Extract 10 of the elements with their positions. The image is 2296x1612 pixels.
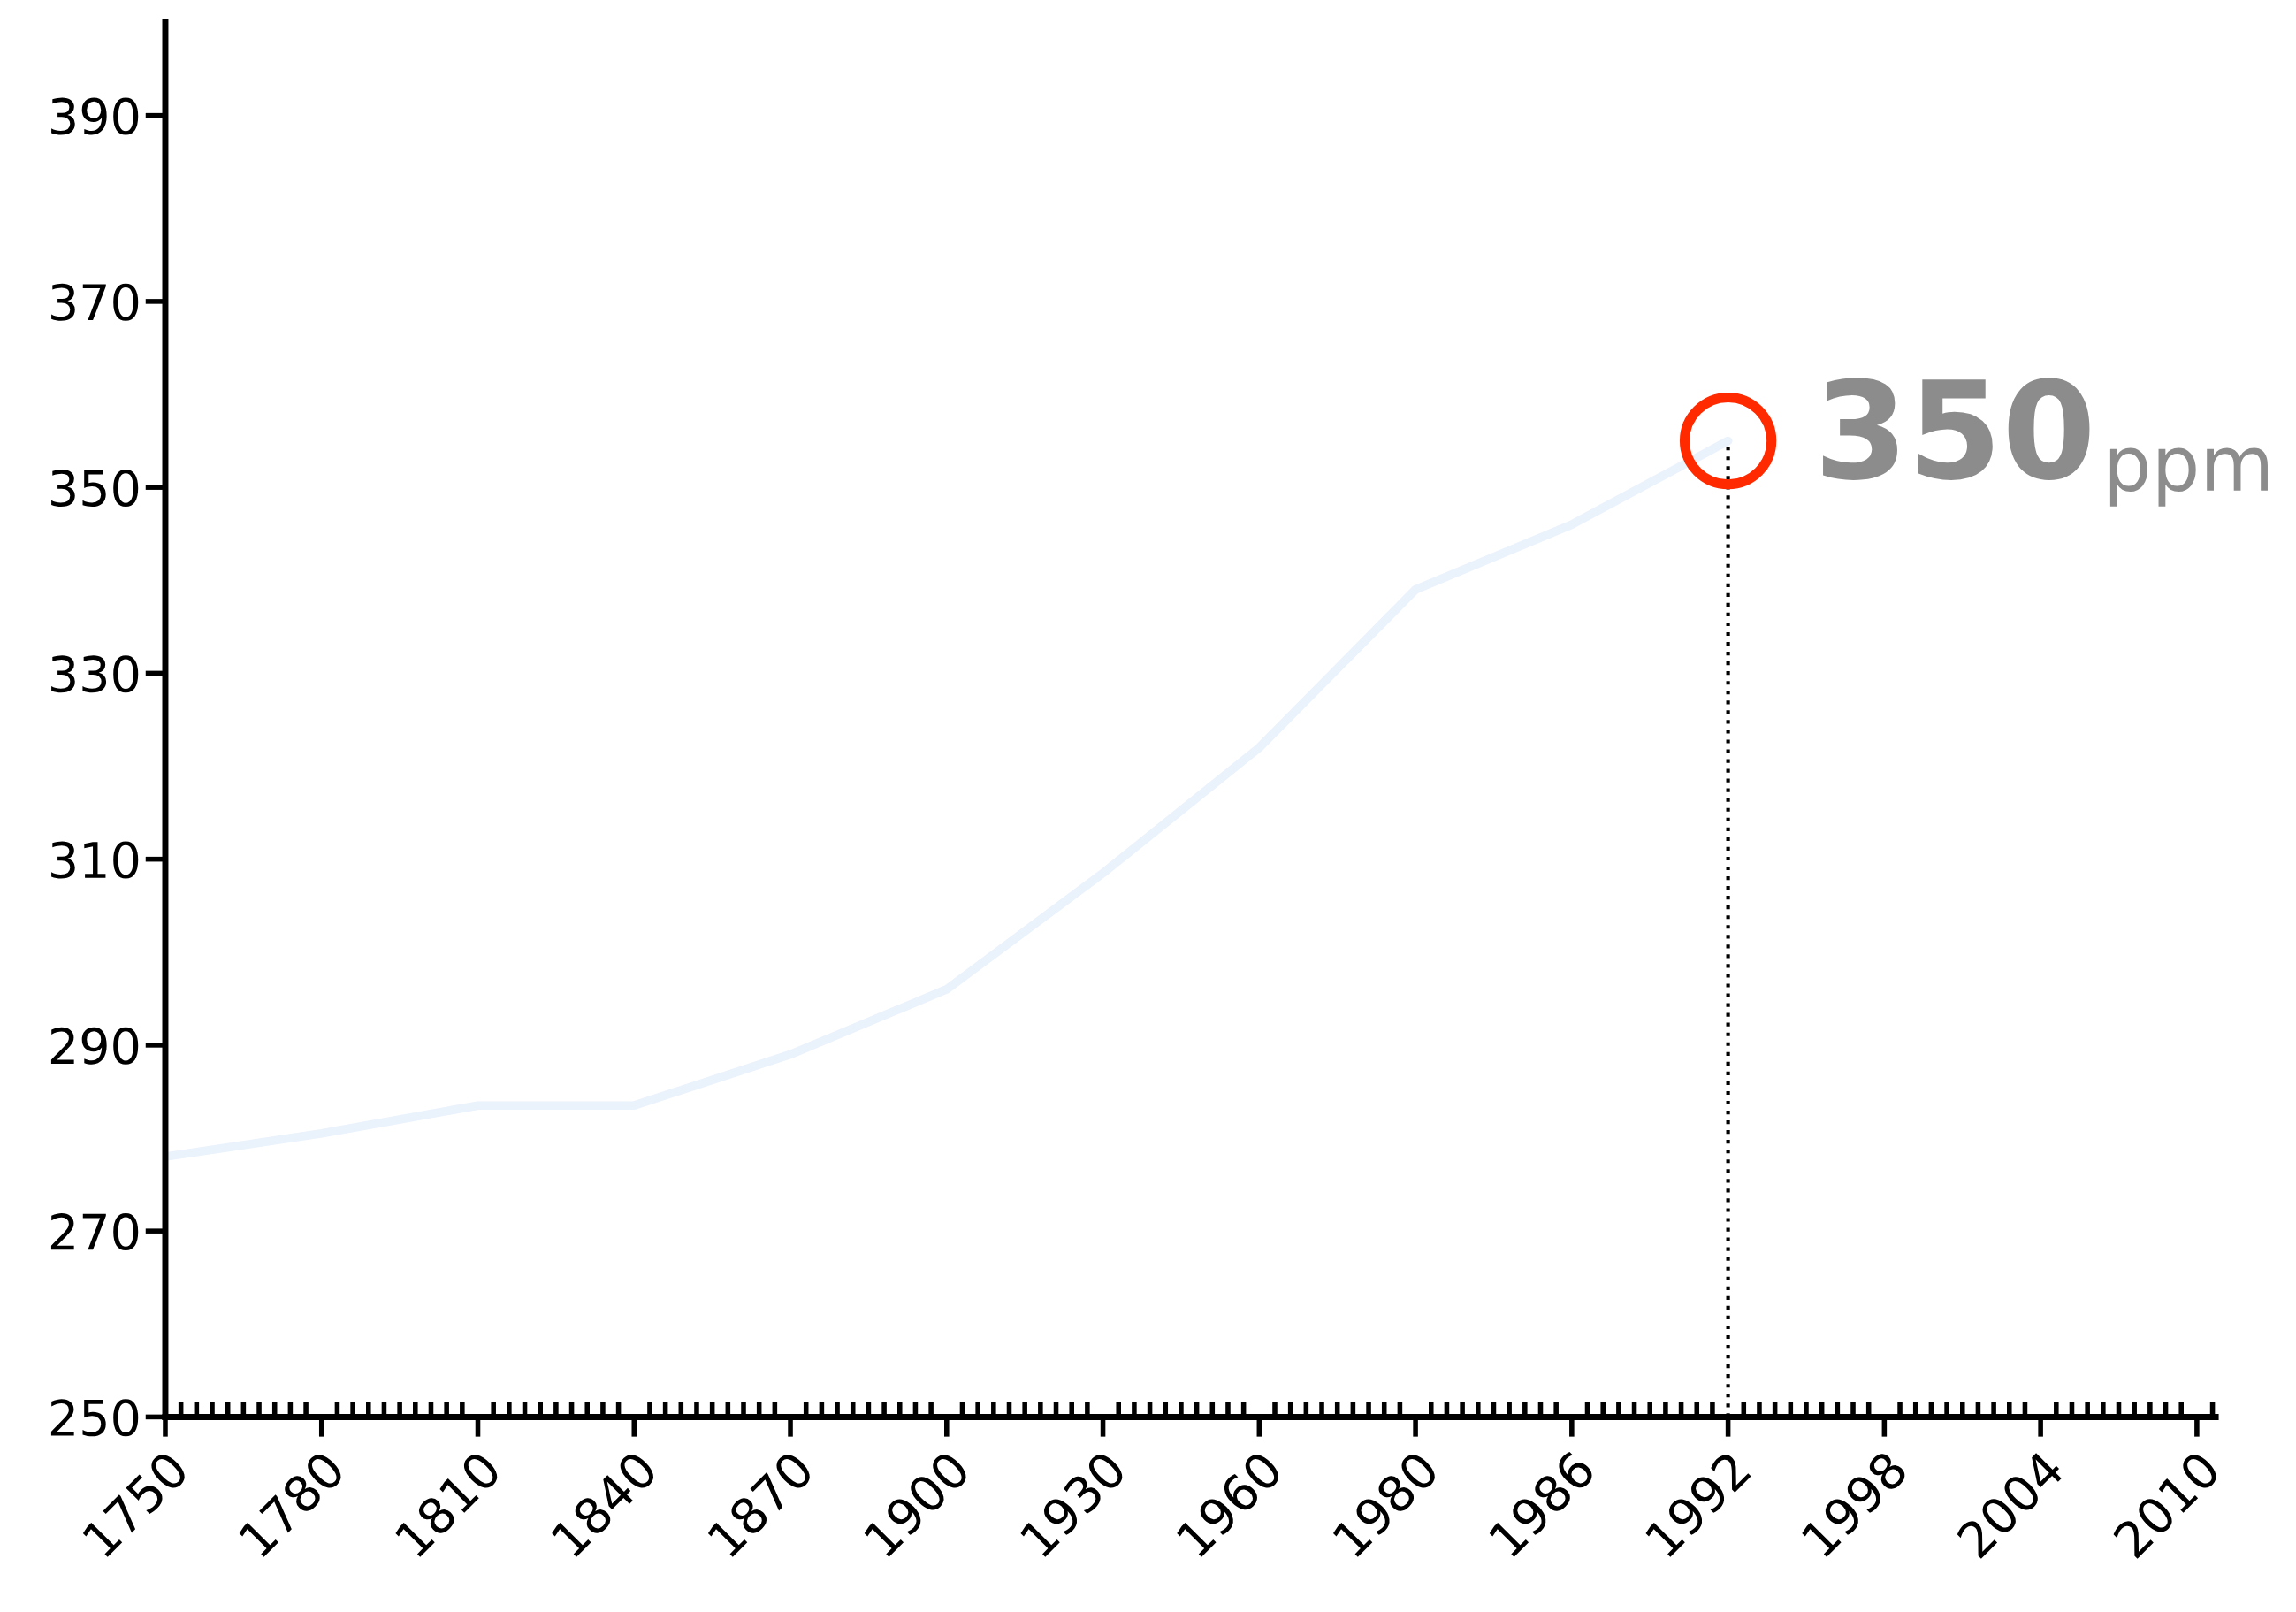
y-tick-label: 270 <box>50 1213 139 1251</box>
y-tick-label: 250 <box>50 1399 139 1437</box>
y-tick-label: 290 <box>50 1027 139 1065</box>
y-tick-label: 350 <box>51 470 139 508</box>
y-tick-label: 330 <box>51 655 139 693</box>
y-tick-label: 390 <box>51 97 139 135</box>
y-tick-label: 370 <box>51 283 139 321</box>
annotation: ppm <box>2109 447 2268 507</box>
annotation: 350 <box>1823 378 2090 480</box>
y-tick-label: 310 <box>51 841 139 879</box>
